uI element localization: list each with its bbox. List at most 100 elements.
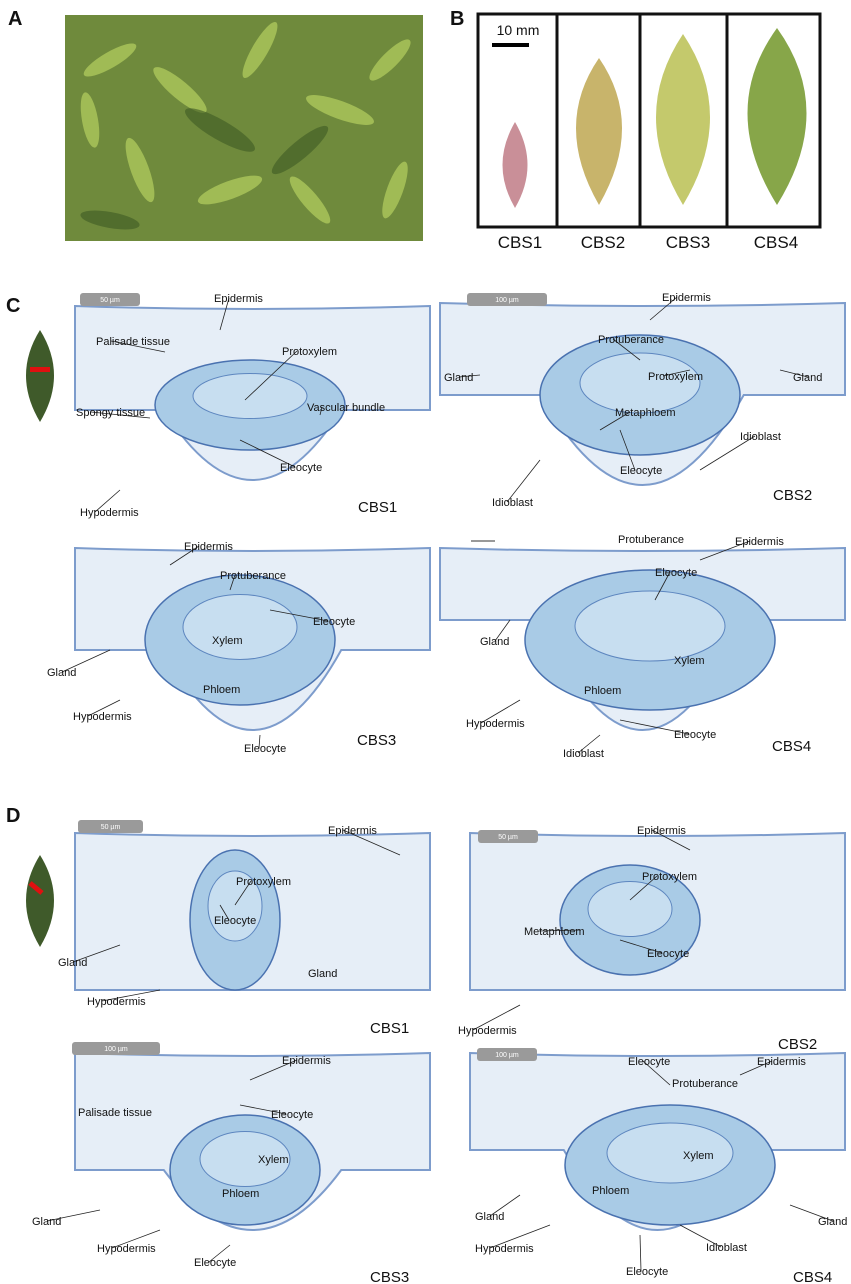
leader-line bbox=[651, 829, 691, 851]
leader-line bbox=[101, 989, 161, 1002]
annotation: Hypodermis bbox=[87, 996, 146, 1008]
annotation: Gland bbox=[47, 667, 76, 679]
stage-label: CBS1 bbox=[370, 1020, 409, 1037]
annotation: Protoxylem bbox=[282, 346, 337, 358]
annotation: Xylem bbox=[258, 1154, 289, 1166]
leader-line bbox=[72, 944, 121, 963]
micrographs bbox=[72, 293, 846, 1231]
stage-label: 10 mm bbox=[497, 22, 540, 38]
annotation: Gland bbox=[444, 372, 473, 384]
scale-bar-label: 100 µm bbox=[104, 1046, 128, 1053]
scale-bar-label: 100 µm bbox=[495, 1052, 519, 1059]
xylem bbox=[199, 1131, 291, 1187]
annotation: Eleocyte bbox=[674, 729, 716, 741]
leader-line bbox=[458, 374, 481, 378]
annotation: Metaphloem bbox=[524, 926, 585, 938]
leader-line bbox=[480, 699, 521, 724]
annotation: Epidermis bbox=[662, 292, 711, 304]
annotation: Gland bbox=[793, 372, 822, 384]
leader-line bbox=[699, 540, 751, 561]
leader-line bbox=[662, 369, 691, 377]
leader-line bbox=[244, 350, 298, 401]
annotation: Eleocyte bbox=[628, 1056, 670, 1068]
leader-line bbox=[111, 1229, 161, 1249]
scale-bar-box bbox=[80, 293, 140, 306]
leader-line bbox=[654, 571, 671, 601]
annotation: Hypodermis bbox=[73, 711, 132, 723]
annotation: Idioblast bbox=[492, 497, 533, 509]
leader-line bbox=[612, 338, 641, 361]
annotation: Protuberance bbox=[220, 570, 286, 582]
leader-line bbox=[619, 939, 663, 954]
annotation: Gland bbox=[58, 957, 87, 969]
xylem bbox=[574, 590, 726, 662]
stage-label: CBS2 bbox=[773, 487, 812, 504]
plant-photo bbox=[65, 15, 423, 241]
annotation: Eleocyte bbox=[647, 948, 689, 960]
annotation: Hypodermis bbox=[475, 1243, 534, 1255]
xylem bbox=[192, 373, 308, 419]
leader-line bbox=[538, 929, 581, 932]
annotation: Phloem bbox=[203, 684, 240, 696]
annotation: Idioblast bbox=[740, 431, 781, 443]
scale-bar-box bbox=[478, 830, 538, 843]
leader-line bbox=[269, 609, 329, 622]
annotation: Xylem bbox=[683, 1150, 714, 1162]
annotation: Gland bbox=[308, 968, 337, 980]
annotation: Gland bbox=[32, 1216, 61, 1228]
leader-line bbox=[319, 406, 323, 416]
annotation: Hypodermis bbox=[466, 718, 525, 730]
stage-label: CBS4 bbox=[772, 738, 811, 755]
leader-line bbox=[494, 619, 511, 642]
scale-bar-box bbox=[477, 1048, 537, 1061]
stage-label: CBS3 bbox=[357, 732, 396, 749]
annotation: Palisade tissue bbox=[96, 336, 170, 348]
panel-letter: C bbox=[6, 295, 20, 317]
annotation: Protoxylem bbox=[642, 871, 697, 883]
scale-bar-box bbox=[72, 1042, 160, 1055]
leader-line bbox=[649, 296, 678, 321]
leader-line bbox=[629, 875, 658, 901]
annotation: Epidermis bbox=[757, 1056, 806, 1068]
stage-label: CBS3 bbox=[370, 1269, 409, 1284]
leader-line bbox=[239, 1104, 287, 1115]
annotation: Gland bbox=[818, 1216, 847, 1228]
stage-label: CBS3 bbox=[666, 233, 710, 252]
leader-lines bbox=[46, 296, 834, 1272]
leader-line bbox=[599, 411, 631, 431]
annotation: Hypodermis bbox=[80, 507, 139, 519]
annotation: Epidermis bbox=[282, 1055, 331, 1067]
leader-line bbox=[229, 574, 236, 591]
leader-line bbox=[619, 429, 636, 471]
leader-line bbox=[679, 1224, 722, 1248]
xylem bbox=[606, 1122, 734, 1184]
annotation: Eleocyte bbox=[313, 616, 355, 628]
leader-line bbox=[46, 1209, 101, 1222]
leader-line bbox=[239, 439, 296, 468]
leader-line bbox=[169, 545, 200, 566]
leader-line bbox=[208, 1244, 231, 1263]
leader-line bbox=[219, 904, 230, 921]
leader-line bbox=[642, 1060, 671, 1086]
annotation: Phloem bbox=[592, 1185, 629, 1197]
annotation: Epidermis bbox=[735, 536, 784, 548]
leader-line bbox=[489, 1224, 551, 1249]
scale-bar-box bbox=[467, 293, 547, 306]
annotation: Phloem bbox=[584, 685, 621, 697]
leader-line bbox=[639, 1234, 642, 1272]
annotation: Phloem bbox=[222, 1188, 259, 1200]
annotation: Protoxylem bbox=[236, 876, 291, 888]
scale-bar-box bbox=[78, 820, 143, 833]
annotation: Eleocyte bbox=[214, 915, 256, 927]
annotation: Eleocyte bbox=[620, 465, 662, 477]
leader-line bbox=[342, 829, 401, 856]
stage-label: CBS1 bbox=[498, 233, 542, 252]
annotation: Epidermis bbox=[328, 825, 377, 837]
leader-line bbox=[94, 489, 121, 513]
annotation: Protoxylem bbox=[648, 371, 703, 383]
annotation: Idioblast bbox=[706, 1242, 747, 1254]
leader-line bbox=[619, 719, 690, 735]
labels: 50 µm 100 µm 50 µm 50 µm 100 µm 100 µm A B C D 10 … bbox=[6, 8, 847, 1284]
annotation: Eleocyte bbox=[280, 462, 322, 474]
